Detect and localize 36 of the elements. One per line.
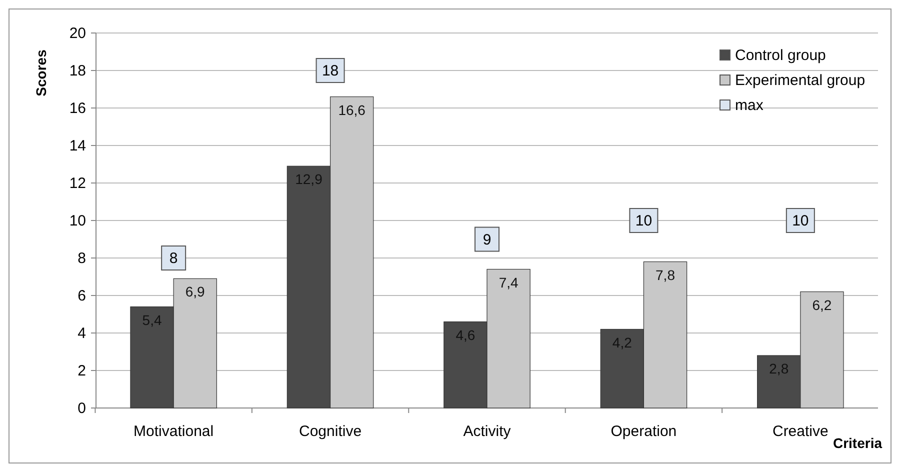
data-label: 12,9 [295, 171, 323, 188]
y-tick-label: 20 [69, 25, 86, 42]
data-label: 4,2 [612, 334, 632, 350]
data-label: 2,8 [769, 360, 789, 376]
data-label: 9 [482, 231, 492, 248]
y-tick-label: 14 [69, 138, 86, 154]
x-axis-title: Criteria [832, 435, 882, 451]
data-label: 7,4 [498, 274, 518, 290]
data-label: 8 [169, 250, 178, 267]
y-tick-label: 18 [69, 62, 86, 80]
data-label: 4,6 [456, 326, 476, 343]
y-tick-label: 2 [78, 362, 86, 380]
data-label: 7,8 [656, 266, 676, 283]
x-tick-label: Creative [772, 423, 828, 440]
y-tick-label: 6 [78, 288, 86, 304]
y-tick-label: 12 [69, 175, 86, 192]
y-tick-label: 16 [69, 100, 86, 117]
data-label: 6,9 [185, 284, 206, 300]
data-label: 18 [322, 62, 339, 80]
y-tick-label: 8 [78, 250, 86, 267]
x-tick-label: Cognitive [299, 423, 362, 440]
y-tick-label: 10 [69, 212, 86, 230]
data-label: 10 [792, 212, 809, 230]
y-tick-label: 4 [78, 325, 86, 342]
data-label: 6,2 [812, 296, 832, 313]
x-tick-label: Operation [610, 423, 677, 440]
x-tick-label: Activity [463, 423, 512, 440]
y-tick-label: 0 [78, 400, 86, 417]
data-label: 10 [635, 212, 652, 230]
x-tick-label: Motivational [134, 423, 214, 440]
legend-label: max [735, 97, 764, 114]
legend-label: Experimental group [735, 72, 866, 89]
data-label: 5,4 [142, 312, 162, 328]
data-label: 16,6 [338, 102, 366, 118]
y-axis-title: Scores [33, 49, 49, 96]
legend-label: Control group [735, 47, 826, 64]
